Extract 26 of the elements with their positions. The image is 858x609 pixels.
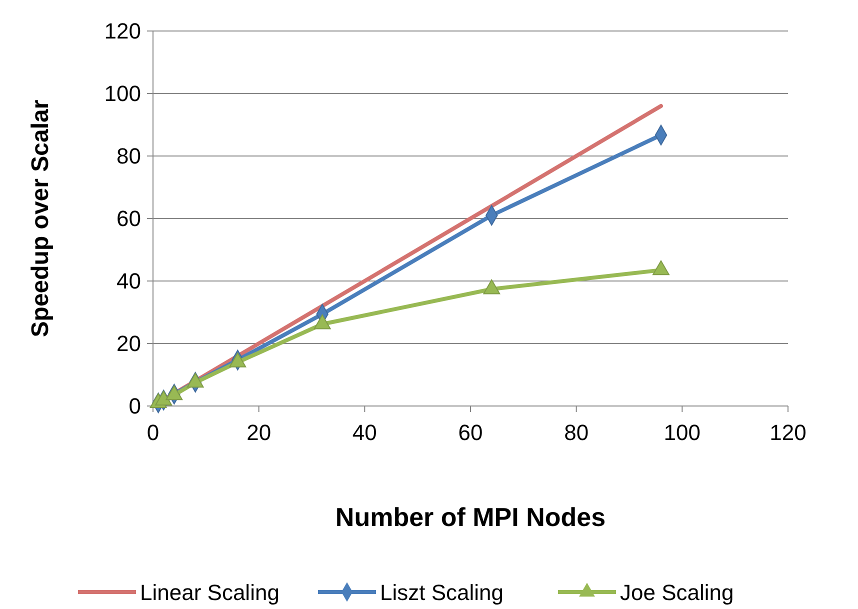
legend-label: Joe Scaling	[620, 580, 734, 605]
point	[652, 260, 670, 276]
legend-label: Liszt Scaling	[380, 580, 504, 605]
y-tick-label: 40	[116, 268, 141, 294]
x-tick-label: 20	[246, 420, 272, 445]
x-axis-title: Number of MPI Nodes	[335, 502, 606, 532]
y-tick-label: 20	[116, 331, 141, 356]
y-tick-label: 120	[104, 18, 141, 44]
y-axis-title: Speedup over Scalar	[27, 100, 54, 338]
y-tick-label: 80	[116, 144, 141, 169]
point	[229, 352, 246, 368]
x-tick-label: 100	[664, 420, 701, 445]
y-tick-label: 100	[104, 81, 141, 106]
legend-label: Linear Scaling	[140, 580, 280, 605]
point	[314, 314, 331, 330]
x-tick-label: 0	[146, 420, 160, 445]
point	[166, 385, 183, 400]
y-tick-label: 60	[116, 206, 141, 232]
x-tick-label: 80	[564, 420, 589, 445]
x-tick-label: 60	[458, 420, 483, 445]
x-tick-label: 120	[770, 420, 806, 445]
y-tick-label: 0	[128, 394, 141, 419]
x-tick-label: 40	[352, 420, 377, 445]
point	[155, 390, 172, 406]
point	[186, 372, 204, 388]
point	[483, 279, 500, 294]
